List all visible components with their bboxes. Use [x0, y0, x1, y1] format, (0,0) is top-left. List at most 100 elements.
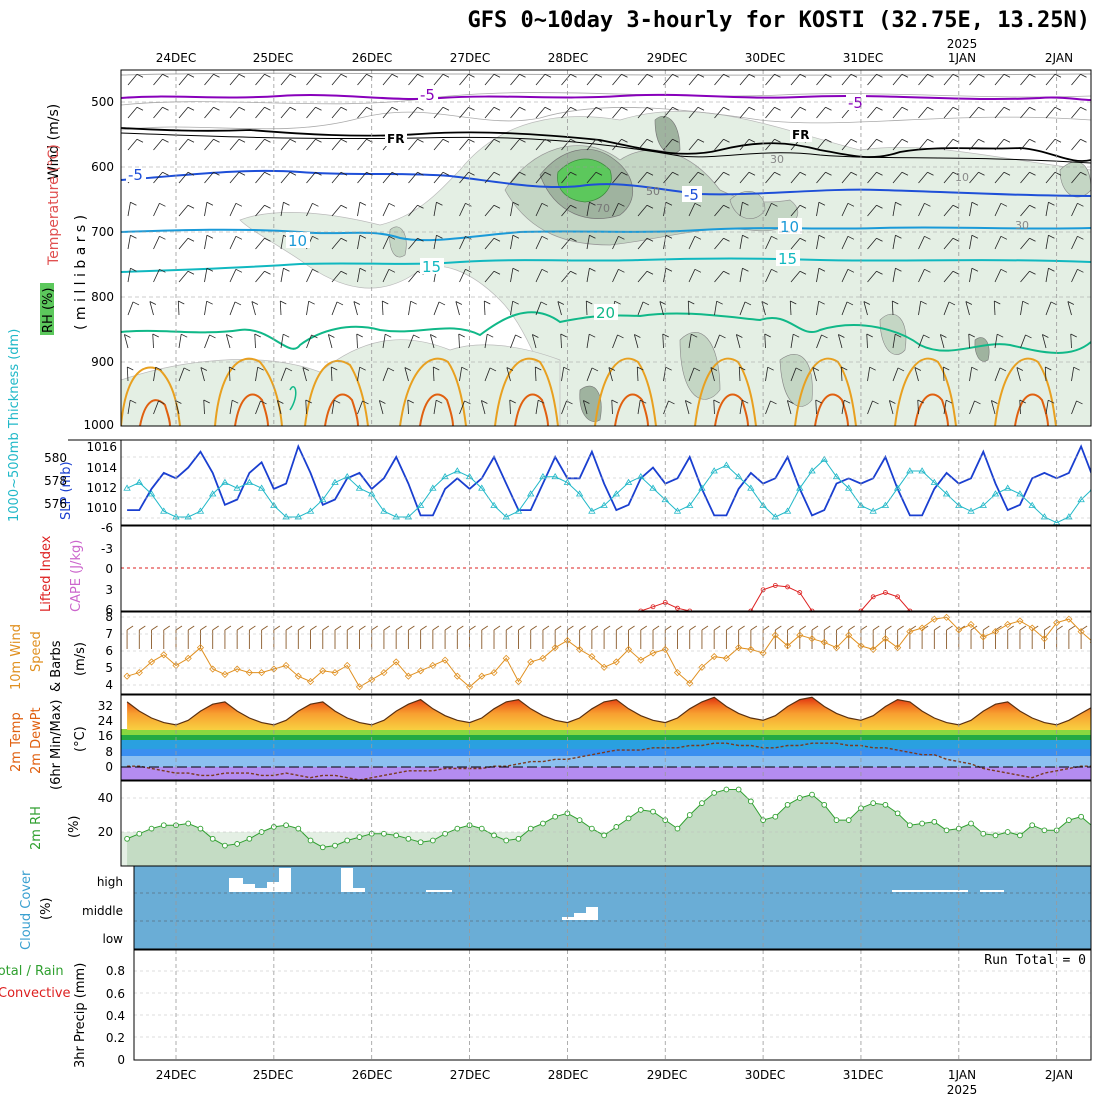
wind-barb-flag [1077, 202, 1084, 207]
wind-barb [943, 74, 954, 86]
thickness-point [208, 490, 217, 497]
wind-barb [153, 400, 159, 415]
wind-barb-flag [206, 300, 213, 305]
contour-label: 15 [778, 250, 797, 268]
wind-barb-flag [1048, 234, 1055, 239]
wind-barb-flag [847, 268, 855, 273]
wind-barb-flag [971, 201, 979, 206]
surface-barb-flag [298, 625, 305, 631]
wind-barb-flag [1077, 268, 1084, 273]
wind-barb [790, 271, 801, 283]
wind-barb-flag [672, 73, 679, 78]
surface-barb-flag [628, 625, 635, 631]
grid-lines [121, 70, 1091, 1060]
wind10-point [637, 656, 645, 664]
thickness-point [233, 484, 241, 491]
wind10-point [894, 644, 902, 652]
wind-barb-flag [901, 171, 909, 176]
wind-barb [867, 238, 877, 250]
rh2m-point [540, 820, 546, 827]
wind-barb-flag [920, 300, 927, 305]
wind-barb-flag [433, 366, 440, 371]
wind-barb-flag [876, 237, 883, 242]
rh2m-point [332, 842, 338, 849]
wind-barb-flag [277, 400, 284, 404]
wind-barb [306, 334, 312, 349]
cloud-tick: low [103, 932, 124, 946]
rh2m-point [894, 810, 901, 817]
wind-barb [459, 74, 469, 86]
wind-barb [177, 300, 180, 316]
wind-barb [789, 300, 792, 316]
wind-barb-flag [538, 399, 545, 404]
wind10-point [869, 645, 877, 654]
wind-barb-flag [328, 334, 335, 338]
wind-barb [330, 366, 333, 382]
wind-barb [306, 107, 316, 119]
wind10-point [196, 644, 205, 652]
wind-barb-flag [540, 301, 548, 306]
wind-barb [535, 139, 546, 151]
dewpoint-line [127, 742, 1091, 780]
top-date-label: 2JAN [1045, 51, 1073, 65]
wind-barb-flag [442, 73, 450, 78]
thickness-point [526, 490, 535, 497]
wind-barb [149, 301, 154, 316]
thickness-point [783, 507, 792, 514]
wind-barb-flag [200, 367, 208, 371]
wind10-point [343, 661, 351, 670]
wind10-point [429, 661, 437, 670]
wind-barb-flag [662, 333, 669, 338]
wind-barb [969, 400, 975, 415]
wind-barb [863, 301, 868, 316]
wind-barb [943, 400, 947, 415]
wind-barb-flag [927, 73, 934, 78]
wind-barb [331, 271, 342, 283]
wind-barb-flag [723, 106, 730, 111]
wind-barb [484, 238, 495, 250]
wind-barb-flag [952, 73, 960, 78]
wind-barb [204, 301, 208, 316]
wind-barb [229, 203, 237, 217]
wind-barb-flag [353, 301, 361, 305]
wind-barb-flag [618, 235, 625, 240]
wind-barb-flag [764, 333, 771, 338]
wind-barb-flag [187, 237, 195, 242]
wind-barb [127, 202, 131, 217]
wind-barb-flag [493, 171, 501, 176]
surface-barb-flag [457, 625, 464, 631]
wind10-point [955, 626, 963, 634]
wind-barb-flag [665, 267, 673, 272]
wind-barb-flag [1025, 334, 1032, 339]
precip-label-a: Total / Rain [0, 964, 64, 979]
wind-barb-flag [767, 366, 774, 371]
wind-barb-flag [1029, 106, 1036, 111]
wind-barb [714, 172, 724, 184]
wind-barb [969, 202, 973, 217]
thickness-point [453, 467, 462, 474]
wind-barb [892, 139, 903, 151]
wind-barb [178, 139, 189, 151]
wind-barb-flag [688, 300, 695, 305]
wind-barb [407, 399, 409, 415]
wind-barb [255, 271, 265, 283]
rh2m-point [515, 835, 522, 842]
surface-barb-flag [420, 625, 427, 631]
wind-barb [506, 367, 511, 382]
wind-barb [867, 139, 877, 151]
wind-barb [357, 367, 361, 382]
wind-barb-flag [591, 367, 599, 372]
wind-barb-flag [560, 333, 567, 338]
wind-barb [969, 139, 979, 151]
wind-barb [994, 367, 1001, 382]
thickness-tick: 580 [44, 451, 67, 465]
wind-barb-flag [952, 270, 960, 275]
wind-barb-flag [417, 171, 424, 176]
wind-barb [382, 172, 393, 184]
top-date-label: 30DEC [745, 51, 785, 65]
wind-barb-flag [438, 301, 446, 306]
wind-barb [637, 301, 644, 316]
wind-barb-flag [793, 333, 800, 338]
wind-barb-flag [187, 106, 195, 111]
wind-barb-flag [229, 366, 236, 371]
